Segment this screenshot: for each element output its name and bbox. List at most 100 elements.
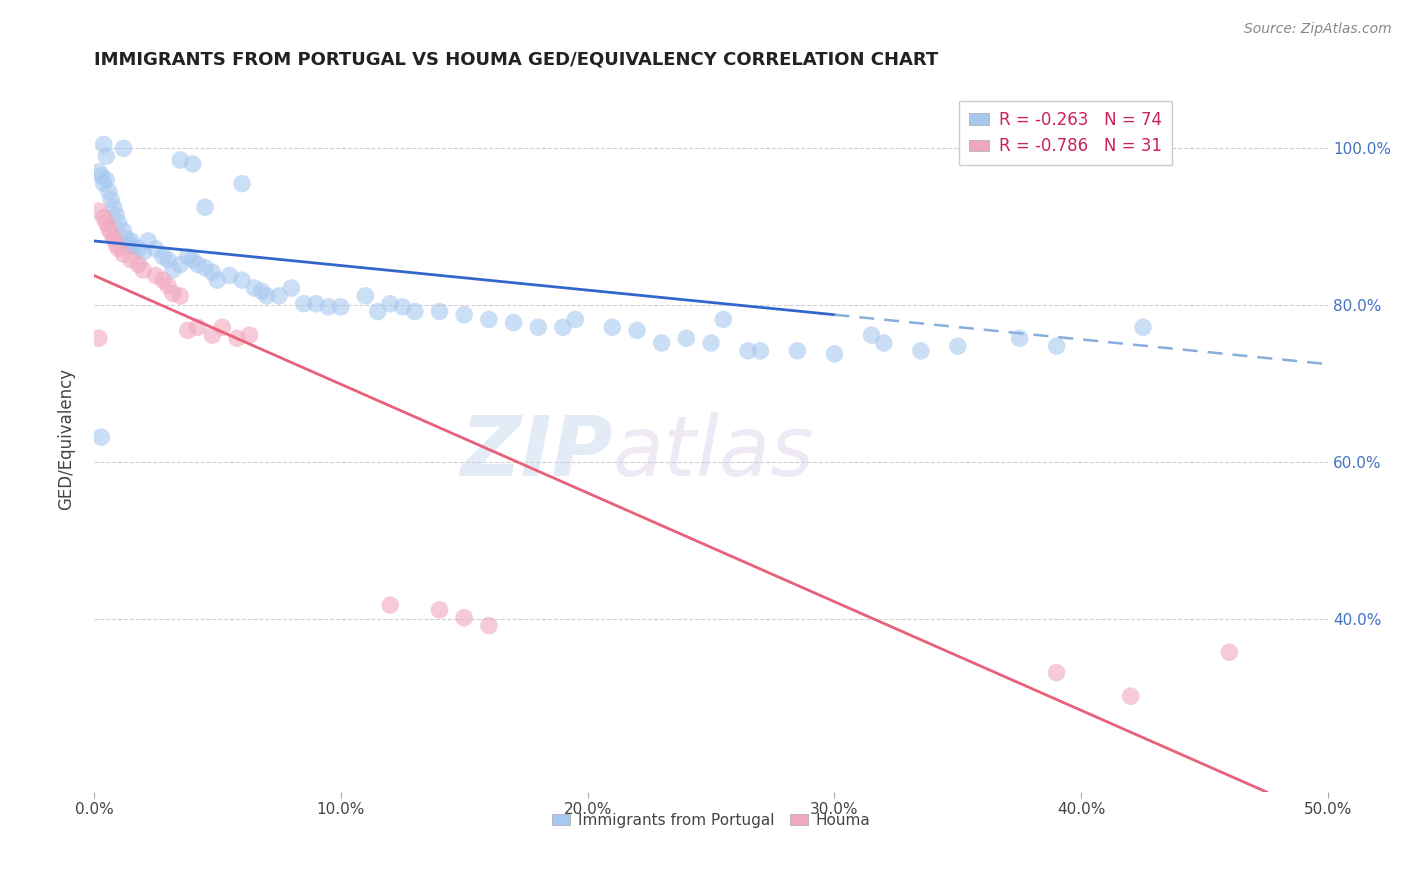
Point [156,278,179,293]
Point [127,242,149,256]
Point [700,335,723,350]
Point [181,157,204,171]
Point [100,226,122,240]
Point [786,343,808,358]
Point [177,250,200,264]
Point [181,252,204,267]
Point [1008,331,1031,345]
Point [156,252,179,267]
Point [860,328,883,343]
Point [231,177,253,191]
Point [910,343,932,358]
Point [378,598,401,612]
Point [1119,689,1142,703]
Point [169,258,191,272]
Point [87,165,110,179]
Legend: Immigrants from Portugal, Houma: Immigrants from Portugal, Houma [546,806,876,834]
Point [453,308,475,322]
Point [711,312,734,326]
Point [115,231,138,245]
Text: ZIP: ZIP [460,412,612,493]
Point [107,216,129,230]
Text: IMMIGRANTS FROM PORTUGAL VS HOUMA GED/EQUIVALENCY CORRELATION CHART: IMMIGRANTS FROM PORTUGAL VS HOUMA GED/EQ… [94,51,938,69]
Point [194,200,217,214]
Point [177,323,200,337]
Point [96,172,118,186]
Point [626,323,648,337]
Point [429,304,451,318]
Point [675,331,697,345]
Point [946,339,969,353]
Point [194,260,217,275]
Point [651,335,673,350]
Point [169,153,191,167]
Point [187,258,209,272]
Point [207,273,229,287]
Point [107,242,129,256]
Point [1132,320,1154,334]
Point [404,304,426,318]
Point [243,281,266,295]
Point [87,331,110,345]
Point [93,177,115,191]
Point [600,320,623,334]
Point [90,169,112,183]
Point [105,208,128,222]
Point [502,316,524,330]
Point [201,265,224,279]
Point [226,331,249,345]
Point [97,221,120,235]
Point [367,304,389,318]
Point [478,312,501,326]
Point [354,289,377,303]
Point [318,300,340,314]
Point [378,297,401,311]
Point [145,268,167,283]
Point [391,300,413,314]
Point [218,268,240,283]
Point [1046,339,1069,353]
Point [97,185,120,199]
Point [162,263,184,277]
Point [132,244,155,259]
Point [103,200,125,214]
Point [152,273,174,287]
Point [87,204,110,219]
Point [292,297,315,311]
Point [120,252,142,267]
Point [162,286,184,301]
Point [187,320,209,334]
Text: atlas: atlas [612,412,814,493]
Point [873,335,896,350]
Point [117,237,139,252]
Point [132,263,155,277]
Point [737,343,759,358]
Point [201,328,224,343]
Point [250,284,273,298]
Point [96,216,118,230]
Point [90,430,112,444]
Text: Source: ZipAtlas.com: Source: ZipAtlas.com [1244,22,1392,37]
Point [93,137,115,152]
Point [211,320,233,334]
Point [238,328,260,343]
Point [256,289,278,303]
Point [231,273,253,287]
Point [122,239,145,253]
Point [112,247,135,261]
Point [267,289,290,303]
Point [1046,665,1069,680]
Point [112,224,135,238]
Point [329,300,352,314]
Point [100,192,122,206]
Y-axis label: GED/Equivalency: GED/Equivalency [58,368,75,510]
Point [120,234,142,248]
Point [96,149,118,163]
Point [152,250,174,264]
Point [453,610,475,624]
Point [1218,645,1240,659]
Point [429,603,451,617]
Point [527,320,550,334]
Point [145,242,167,256]
Point [305,297,328,311]
